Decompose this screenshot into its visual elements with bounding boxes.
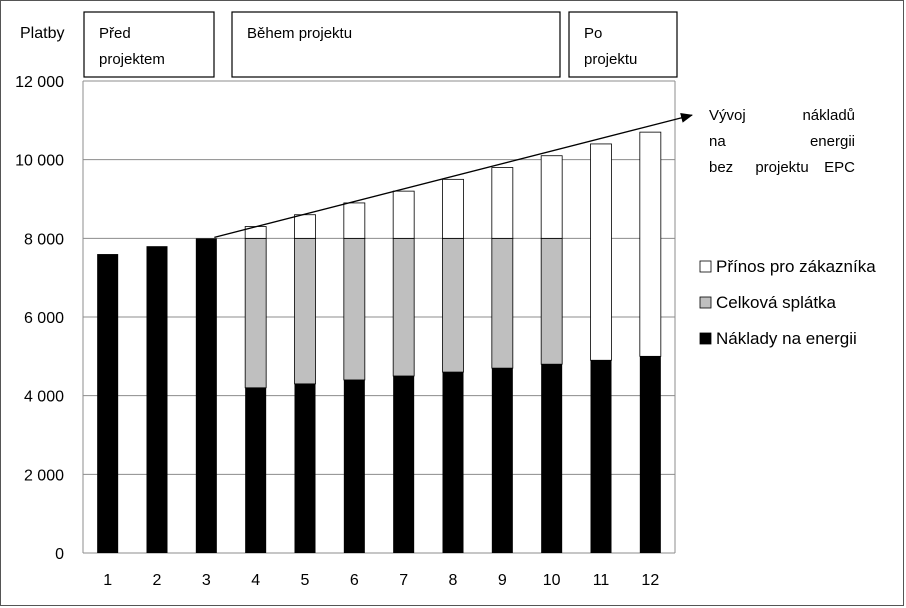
bar-naklady-na-energii bbox=[343, 379, 365, 553]
phase-label: Během projektu bbox=[247, 25, 352, 42]
legend-swatch bbox=[699, 332, 712, 345]
bar-naklady-na-energii bbox=[590, 360, 612, 553]
legend-label: Přínos pro zákazníka bbox=[716, 257, 876, 276]
y-tick-label: 2 000 bbox=[24, 467, 64, 484]
bar-celkova-splatka bbox=[540, 237, 563, 365]
x-tick-label: 5 bbox=[301, 572, 310, 589]
phase-label: projektem bbox=[99, 51, 165, 68]
bar-prinos-pro-zakaznika bbox=[491, 167, 514, 239]
x-tick-label: 9 bbox=[498, 572, 507, 589]
y-tick-label: 8 000 bbox=[24, 231, 64, 248]
x-tick-label: 3 bbox=[202, 572, 211, 589]
y-axis-label: Platby bbox=[20, 25, 64, 42]
bar-prinos-pro-zakaznika bbox=[392, 190, 415, 239]
bar-naklady-na-energii bbox=[245, 387, 267, 553]
phase-box bbox=[568, 11, 678, 78]
bar-celkova-splatka bbox=[244, 237, 267, 389]
bar-naklady-na-energii bbox=[541, 364, 563, 553]
x-tick-label: 12 bbox=[641, 572, 659, 589]
bar-naklady-na-energii bbox=[442, 372, 464, 553]
phase-labels: Před projektem Během projektu Po projektu bbox=[83, 11, 678, 78]
trend-annotation: Vývoj nákladů na energii bez projektu EPC bbox=[214, 107, 855, 238]
bars bbox=[97, 131, 662, 554]
annotation-word: EPC bbox=[824, 159, 855, 176]
x-tick-label: 8 bbox=[449, 572, 458, 589]
bar-naklady-na-energii bbox=[195, 238, 217, 554]
annotation-word: Vývoj bbox=[709, 107, 746, 124]
bar-naklady-na-energii bbox=[146, 246, 168, 553]
bar-naklady-na-energii bbox=[393, 376, 415, 553]
bar-naklady-na-energii bbox=[294, 383, 316, 553]
y-tick-label: 6 000 bbox=[24, 310, 64, 327]
x-tick-label: 4 bbox=[251, 572, 260, 589]
phase-box bbox=[231, 11, 561, 78]
x-tick-label: 10 bbox=[543, 572, 561, 589]
trend-arrow bbox=[214, 113, 693, 238]
bar-naklady-na-energii bbox=[639, 356, 661, 553]
y-tick-label: 0 bbox=[55, 546, 64, 563]
legend: Přínos pro zákazníka Celková splátka Nákla… bbox=[699, 257, 876, 348]
annotation-word: bez bbox=[709, 159, 733, 176]
legend-swatch bbox=[699, 260, 712, 273]
x-tick-label: 2 bbox=[153, 572, 162, 589]
bar-prinos-pro-zakaznika bbox=[442, 178, 464, 239]
x-tick-label: 11 bbox=[593, 572, 610, 589]
phase-label: Před bbox=[99, 25, 131, 42]
bar-celkova-splatka bbox=[343, 237, 366, 381]
bar-prinos-pro-zakaznika bbox=[639, 131, 662, 357]
bar-naklady-na-energii bbox=[491, 368, 513, 553]
bar-prinos-pro-zakaznika bbox=[540, 155, 563, 239]
gridlines bbox=[82, 80, 676, 554]
x-axis-ticks: 1 2 3 4 5 6 7 8 9 10 11 12 bbox=[103, 572, 659, 589]
annotation-word: na bbox=[709, 133, 726, 150]
phase-label: projektu bbox=[584, 51, 637, 68]
x-tick-label: 6 bbox=[350, 572, 359, 589]
bar-celkova-splatka bbox=[442, 237, 464, 373]
bar-celkova-splatka bbox=[294, 237, 316, 385]
bar-prinos-pro-zakaznika bbox=[343, 202, 366, 239]
y-tick-label: 10 000 bbox=[15, 153, 64, 170]
legend-label: Celková splátka bbox=[716, 293, 837, 312]
legend-label: Náklady na energii bbox=[716, 329, 857, 348]
bar-prinos-pro-zakaznika bbox=[590, 143, 612, 361]
bar-prinos-pro-zakaznika bbox=[294, 214, 316, 239]
phase-box bbox=[83, 11, 215, 78]
bar-naklady-na-energii bbox=[97, 254, 119, 554]
phase-label: Po bbox=[584, 25, 602, 42]
bar-celkova-splatka bbox=[491, 237, 514, 369]
x-tick-label: 1 bbox=[103, 572, 112, 589]
annotation-word: projektu bbox=[755, 159, 808, 176]
y-axis-ticks: 0 2 000 4 000 6 000 8 000 10 000 12 000 bbox=[15, 74, 64, 563]
legend-swatch bbox=[699, 296, 712, 309]
bar-celkova-splatka bbox=[392, 237, 415, 377]
annotation-word: energii bbox=[810, 133, 855, 150]
y-tick-label: 12 000 bbox=[15, 74, 64, 91]
x-tick-label: 7 bbox=[399, 572, 408, 589]
y-tick-label: 4 000 bbox=[24, 389, 64, 406]
annotation-word: nákladů bbox=[802, 107, 855, 124]
